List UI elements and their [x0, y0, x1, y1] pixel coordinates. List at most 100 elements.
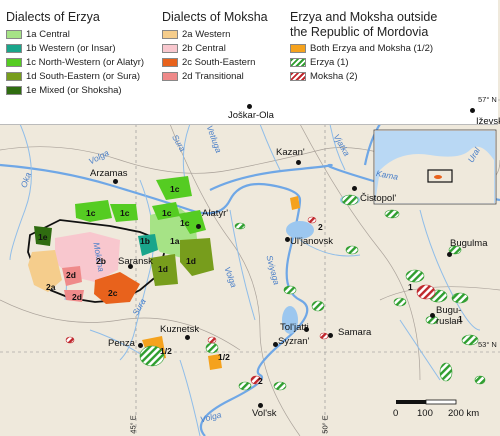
legend-item: 2c South-Eastern — [162, 56, 255, 68]
city-label-bugu: Bugu- — [436, 305, 462, 316]
city-label-uljanovsk: Ul'janovsk — [290, 236, 333, 247]
legend-item: Both Erzya and Moksha (1/2) — [290, 42, 433, 54]
inset-land — [375, 146, 494, 203]
city-label-volsk: Vol'sk — [252, 408, 277, 419]
city-label-ruslan: ruslan — [436, 316, 462, 327]
legend-item: Erzya (1) — [290, 56, 349, 68]
legend-label: Erzya (1) — [310, 56, 349, 68]
city-marker — [113, 179, 118, 184]
dialect-code-label: 1 — [458, 314, 463, 324]
legend-swatch — [6, 43, 22, 53]
dialect-code-label: 1c — [120, 208, 130, 218]
legend-swatch — [6, 29, 22, 39]
city-label-alatyr: Alatyr' — [202, 208, 229, 219]
city-label-syzran: Syzran' — [278, 336, 310, 347]
city-label-toljatti: Tol'jatti — [280, 322, 309, 333]
area-2a — [28, 250, 62, 292]
legend-item: 1e Mixed (or Shoksha) — [6, 84, 122, 96]
dialect-code-label: 2 — [258, 376, 263, 386]
city-label-arzamas: Arzamas — [90, 168, 128, 179]
legend-swatch — [290, 57, 306, 67]
dialect-code-label: 1c — [162, 208, 172, 218]
area-1c-3 — [156, 176, 192, 200]
area-1d-2 — [180, 238, 214, 276]
city-marker — [470, 108, 475, 113]
legend-swatch — [162, 71, 178, 81]
city-marker — [128, 264, 133, 269]
dialect-code-label: 2d — [66, 270, 76, 280]
legend-label: 2d Transitional — [182, 70, 244, 82]
city-label-bugulma: Bugulma — [450, 238, 488, 249]
area-1d-1 — [150, 254, 178, 286]
city-marker — [296, 160, 301, 165]
city-marker — [430, 313, 435, 318]
scale-label-end: 200 km — [448, 408, 480, 419]
legend-swatch — [162, 43, 178, 53]
dialect-code-label: 1b — [140, 236, 150, 246]
city-label-kuznetsk: Kuznetsk — [160, 324, 200, 335]
scale-bar — [396, 399, 457, 405]
dialect-code-label: 1/2 — [218, 352, 230, 362]
area-1c-2 — [110, 204, 138, 222]
legend-outside-title-2: the Republic of Mordovia — [290, 25, 429, 39]
legend-label: Moksha (2) — [310, 70, 358, 82]
legend-swatch — [6, 85, 22, 95]
dialect-code-label: 2a — [46, 282, 56, 292]
legend-label: 2b Central — [182, 42, 226, 54]
city-marker — [196, 224, 201, 229]
legend-label: 1d South-Eastern (or Sura) — [26, 70, 141, 82]
legend-item: 2a Western — [162, 28, 230, 40]
dialect-code-label: 1c — [86, 208, 96, 218]
legend-swatch — [162, 57, 178, 67]
legend-item: 1a Central — [6, 28, 70, 40]
area-2c — [94, 272, 140, 304]
area-2d-2 — [64, 290, 84, 302]
legend-label: 2a Western — [182, 28, 231, 40]
dialect-code-label: 1c — [180, 218, 190, 228]
legend-item: 2b Central — [162, 42, 226, 54]
legend-label: 1b Western (or Insar) — [26, 42, 116, 54]
dialect-code-label: 2c — [108, 288, 118, 298]
dialect-code-label: 1/2 — [160, 346, 172, 356]
area-2d-1 — [62, 266, 82, 286]
area-1c-4 — [152, 202, 180, 220]
city-label-ievsk: Iževsk — [476, 116, 500, 127]
city-marker — [138, 343, 143, 348]
graticule-label: 45° E — [128, 415, 138, 434]
city-marker — [304, 327, 309, 332]
city-label-penza: Penza — [108, 338, 135, 349]
city-label-jokarola: Joškar-Ola — [228, 110, 274, 121]
city-marker — [273, 342, 278, 347]
dialect-code-label: 2 — [318, 222, 323, 232]
graticule-label: 53° N — [478, 340, 497, 349]
legend-swatch — [6, 57, 22, 67]
city-marker — [447, 252, 452, 257]
city-marker — [247, 104, 252, 109]
city-marker — [285, 237, 290, 242]
legend-swatch — [6, 71, 22, 81]
legend-label: 1e Mixed (or Shoksha) — [26, 84, 122, 96]
city-label-samara: Samara — [338, 327, 372, 338]
legend-erzya-title: Dialects of Erzya — [6, 10, 100, 24]
legend-label: 2c South-Eastern — [182, 56, 256, 68]
city-label-saransk: Saransk — [118, 256, 153, 267]
legend-item: 2d Transitional — [162, 70, 244, 82]
dialect-code-label: 2b — [96, 256, 106, 266]
scale-label-mid: 100 — [417, 408, 433, 419]
inset-marker — [434, 175, 442, 179]
area-1e — [34, 226, 52, 246]
area-1b — [138, 234, 158, 256]
legend-moksha-title: Dialects of Moksha — [162, 10, 268, 24]
scale-label-zero: 0 — [393, 408, 399, 419]
dialect-code-label: 2d — [72, 292, 82, 302]
dialect-code-label: 1d — [158, 264, 168, 274]
dialect-code-label: 1a — [170, 236, 180, 246]
inset-extent-box — [427, 169, 453, 183]
dialect-code-label: 1d — [186, 256, 196, 266]
areas-moksha — [65, 216, 436, 385]
city-marker — [352, 186, 357, 191]
legend-item: 1c North-Western (or Alatyr) — [6, 56, 144, 68]
dialect-code-label: 1e — [38, 232, 48, 242]
city-marker — [328, 333, 333, 338]
